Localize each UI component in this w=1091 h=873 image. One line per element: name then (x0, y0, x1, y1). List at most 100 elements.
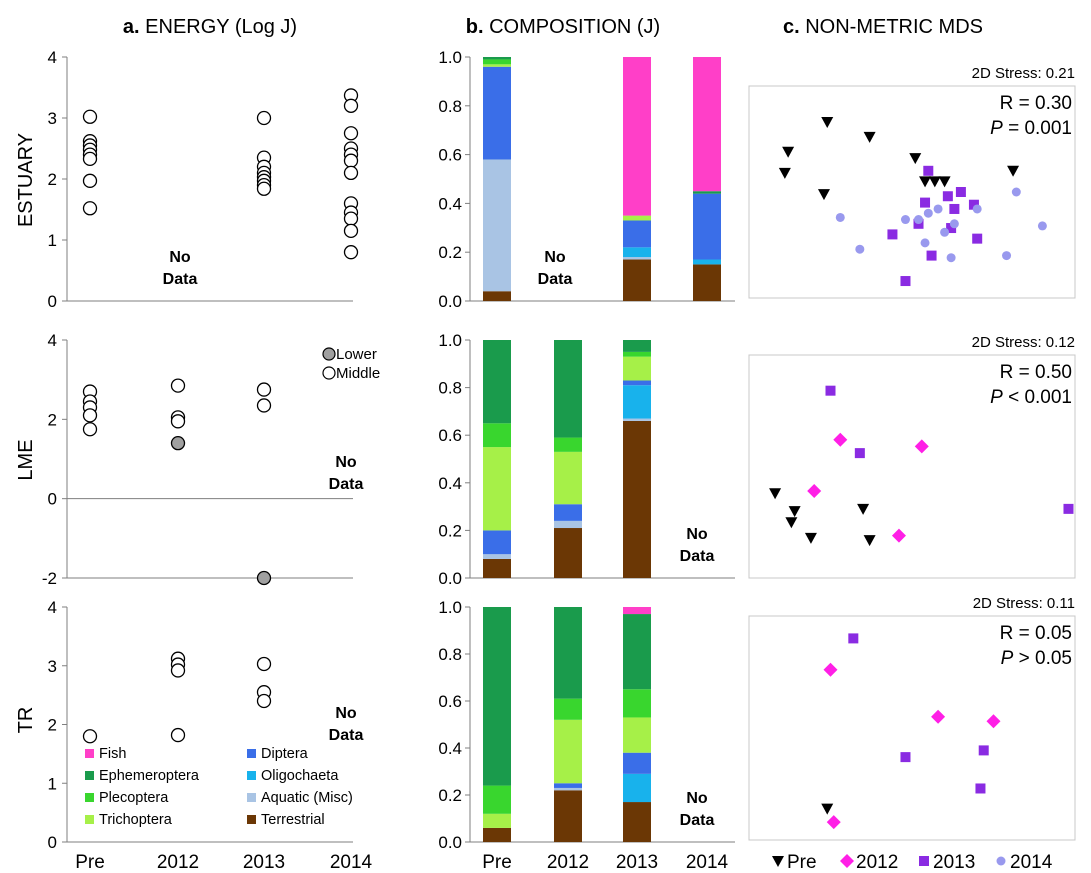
composition-bar-diptera (623, 752, 651, 774)
composition-bar-terrestrial (623, 420, 651, 578)
composition-bar-ephemeroptera (483, 57, 511, 60)
composition-ytick-label: 0.8 (438, 97, 462, 116)
composition-bar-plecoptera (623, 351, 651, 357)
composition-ytick-label: 0.2 (438, 243, 462, 262)
panel-b-title: b. COMPOSITION (J) (466, 16, 660, 38)
mds-point-pre (817, 189, 830, 201)
no-data-label: Data (538, 271, 573, 288)
composition-bar-trichoptera (483, 813, 511, 828)
mds-p-label: P = 0.001 (990, 118, 1072, 139)
mds-point-2012 (833, 432, 848, 447)
composition-ytick-label: 0.0 (438, 569, 462, 588)
mds-point-pre (857, 503, 870, 515)
energy-ytick-label: 0 (48, 833, 57, 852)
no-data-label: Data (329, 476, 364, 493)
mds-point-2013 (946, 223, 957, 234)
mds-point-pre (769, 488, 782, 500)
composition-xtick-label: Pre (482, 852, 512, 873)
composition-ytick-label: 0.4 (438, 474, 462, 493)
composition-bar-fish (623, 57, 651, 216)
row-label-tr: TR (15, 707, 37, 734)
mds-legend-label-2013: 2013 (933, 852, 975, 873)
mds-point-2013 (920, 197, 931, 208)
composition-bar-terrestrial (483, 558, 511, 578)
row-label-lme: LME (15, 439, 37, 480)
legend-middle-label: Middle (336, 365, 380, 382)
composition-bar-terrestrial (554, 790, 582, 842)
energy-ytick-label: 0 (48, 490, 57, 509)
mds-point-pre (909, 153, 922, 165)
mds-p-label: P < 0.001 (990, 387, 1072, 408)
mds-point-2014 (972, 204, 982, 214)
mds-r-label: R = 0.05 (1000, 623, 1072, 644)
composition-bar-fish (623, 607, 651, 615)
mds-point-2014 (933, 204, 943, 214)
mds-point-2013 (923, 165, 934, 176)
energy-point (170, 378, 186, 393)
mds-point-2013 (887, 229, 898, 240)
mds-point-2013 (825, 385, 836, 396)
composition-bar-ephemeroptera (623, 340, 651, 352)
mds-legend-marker-2014 (996, 856, 1006, 866)
legend-label-oligochaeta: Oligochaeta (261, 768, 339, 784)
no-data-label: Data (680, 548, 715, 565)
mds-point-pre (821, 803, 834, 815)
mds-stress-label: 2D Stress: 0.11 (973, 595, 1075, 612)
mds-frame-estuary (748, 85, 1076, 299)
composition-bar-oligochaeta (623, 247, 651, 258)
energy-point (343, 223, 359, 239)
mds-point-2014 (914, 215, 924, 225)
no-data-label: No (686, 526, 708, 543)
energy-point (82, 422, 98, 437)
no-data-label: No (169, 249, 191, 266)
no-data-label: No (686, 790, 708, 807)
energy-point (82, 408, 98, 423)
energy-ytick-label: 4 (48, 48, 57, 67)
composition-bar-aquatic-misc- (623, 257, 651, 260)
composition-ytick-label: 0.8 (438, 379, 462, 398)
composition-ytick-label: 0.6 (438, 426, 462, 445)
energy-point (170, 727, 186, 743)
composition-bar-diptera (623, 380, 651, 386)
composition-bar-trichoptera (623, 717, 651, 753)
row-label-estuary: ESTUARY (15, 133, 37, 227)
energy-point (82, 173, 98, 188)
no-data-label: No (335, 454, 357, 471)
legend-label-ephemeroptera: Ephemeroptera (99, 768, 200, 784)
energy-point (170, 414, 186, 429)
legend-lower-marker (322, 347, 336, 361)
energy-point (343, 126, 359, 141)
energy-point-lower (170, 435, 186, 451)
composition-bar-aquatic-misc- (483, 554, 511, 559)
composition-bar-ephemeroptera (483, 340, 511, 424)
no-data-label: Data (163, 271, 198, 288)
composition-bar-plecoptera (483, 59, 511, 65)
composition-bar-ephemeroptera (554, 607, 582, 699)
mds-r-label: R = 0.50 (1000, 362, 1072, 383)
mds-stress-label: 2D Stress: 0.12 (972, 334, 1075, 351)
mds-point-pre (778, 167, 791, 179)
energy-point (256, 398, 272, 413)
mds-r-label: R = 0.30 (1000, 93, 1072, 114)
composition-bar-plecoptera (483, 785, 511, 814)
energy-point (82, 151, 98, 167)
legend-swatch-ephemeroptera (85, 771, 94, 780)
composition-bar-aquatic-misc- (483, 159, 511, 292)
mds-point-2012 (914, 439, 929, 454)
mds-point-2014 (946, 253, 956, 263)
composition-bar-oligochaeta (693, 259, 721, 265)
energy-ytick-label: 3 (48, 109, 57, 128)
mds-point-2012 (891, 528, 906, 543)
composition-xtick-label: 2013 (616, 852, 658, 873)
composition-bar-terrestrial (554, 528, 582, 578)
composition-bar-plecoptera (623, 689, 651, 718)
mds-point-2013 (972, 233, 983, 244)
no-data-label: No (544, 249, 566, 266)
mds-point-2014 (923, 208, 933, 218)
composition-bar-trichoptera (623, 356, 651, 381)
composition-bar-trichoptera (483, 64, 511, 67)
mds-point-pre (938, 176, 951, 188)
mds-point-2013 (848, 633, 859, 644)
energy-ytick-label: 4 (48, 331, 57, 350)
